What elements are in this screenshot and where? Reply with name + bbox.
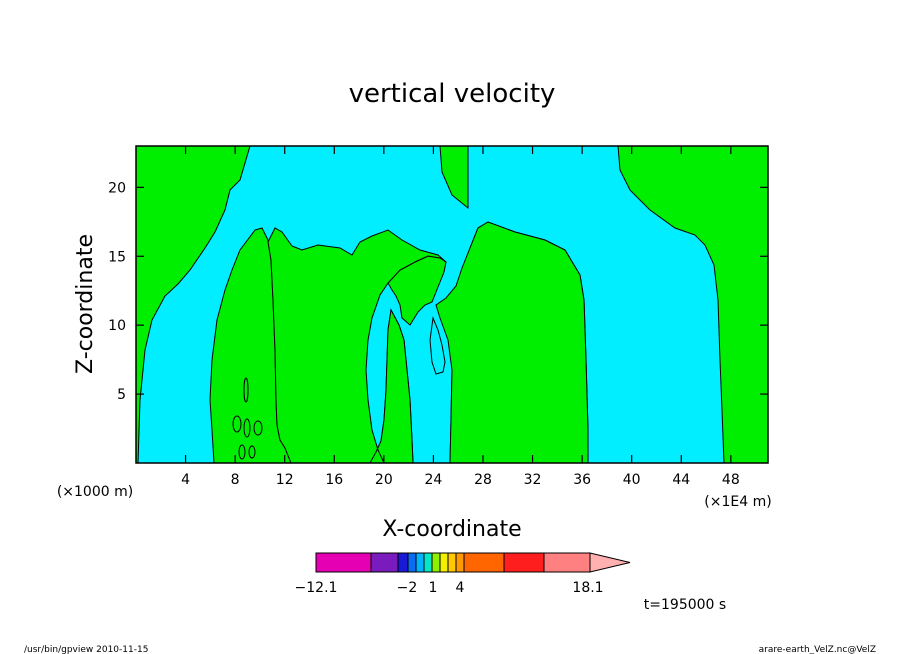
colorbar-label-neg2: −2 — [397, 580, 418, 596]
x-tick-label: 8 — [231, 472, 240, 488]
x-tick-label: 28 — [474, 472, 492, 488]
plot-frame — [135, 145, 769, 464]
y-tick-label: 5 — [117, 387, 126, 403]
colorbar-label-max: 18.1 — [572, 580, 603, 596]
time-label: t=195000 s — [644, 597, 726, 613]
x-unit-right: (×1E4 m) — [704, 494, 771, 510]
colorbar-bin — [423, 552, 433, 573]
y-axis: 5 10 15 20 — [108, 180, 768, 403]
y-tick-label: 15 — [108, 249, 126, 265]
y-tick-label: 20 — [108, 180, 126, 196]
x-tick-label: 36 — [573, 472, 591, 488]
colorbar-bin — [407, 552, 417, 573]
colorbar-bin — [503, 552, 545, 573]
positive-region-right-lobe — [435, 221, 589, 463]
colorbar-bin — [455, 552, 465, 573]
x-tick-label: 32 — [524, 472, 542, 488]
x-tick-label: 40 — [623, 472, 641, 488]
colorbar-bin — [397, 552, 409, 573]
colorbar-label-min: −12.1 — [295, 580, 338, 596]
plot-area — [136, 146, 768, 463]
colorbar-bin — [439, 552, 449, 573]
x-unit-left: (×1000 m) — [57, 484, 133, 500]
negative-pocket — [429, 316, 446, 375]
positive-patches — [232, 377, 263, 460]
chart-title: vertical velocity — [349, 79, 556, 109]
y-tick-label: 10 — [108, 318, 126, 334]
positive-region-hill — [267, 227, 447, 463]
y-axis-label: Z-coordinate — [73, 234, 98, 374]
colorbar-labels: −12.1 −2 1 4 18.1 — [295, 580, 604, 596]
colorbar-bin — [370, 552, 399, 573]
x-tick-label: 4 — [181, 472, 190, 488]
colorbar-bin — [431, 552, 441, 573]
x-tick-label: 24 — [424, 472, 442, 488]
colorbar — [315, 552, 631, 573]
x-tick-label: 48 — [722, 472, 740, 488]
x-axis-label: X-coordinate — [382, 517, 521, 542]
colorbar-bin — [463, 552, 505, 573]
x-tick-label: 20 — [375, 472, 393, 488]
colorbar-extension-arrow — [589, 552, 631, 573]
footer-left: /usr/bin/gpview 2010-11-15 — [24, 645, 148, 654]
colorbar-bin — [315, 552, 372, 573]
x-tick-label: 12 — [276, 472, 294, 488]
colorbar-label-4: 4 — [456, 580, 465, 596]
colorbar-label-1: 1 — [429, 580, 438, 596]
x-tick-label: 16 — [325, 472, 343, 488]
colorbar-bin — [447, 552, 457, 573]
colorbar-bin — [415, 552, 425, 573]
footer-right: arare-earth_VelZ.nc@VelZ — [759, 645, 876, 654]
x-axis: 4 8 12 16 20 24 28 32 36 40 44 48 — [181, 146, 740, 488]
colorbar-bin — [543, 552, 591, 573]
x-tick-label: 44 — [672, 472, 690, 488]
